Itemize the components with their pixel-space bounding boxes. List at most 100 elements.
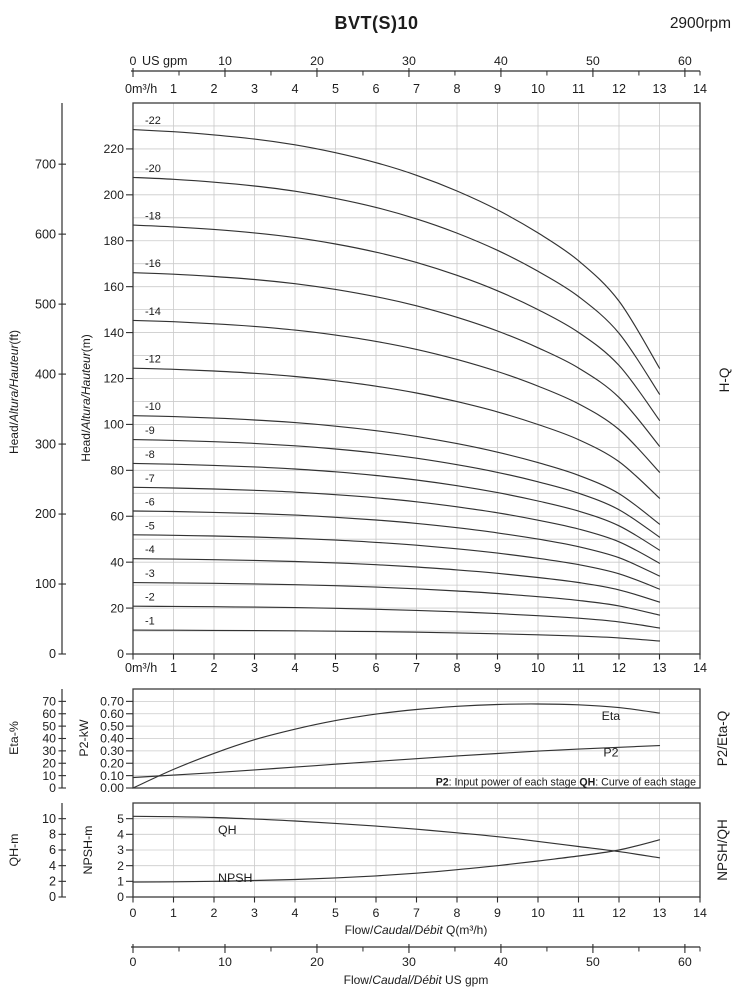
gpm-unit-label: US gpm: [142, 54, 188, 68]
label-segment: Flow/: [345, 923, 374, 937]
flow-m3h-axis-label: Flow/Caudal/Débit Q(m³/h): [345, 923, 488, 937]
eta-tick-label: 30: [42, 744, 56, 758]
curve-npsh: [132, 839, 661, 883]
stage-curve-label: -10: [145, 401, 161, 413]
m3h-top-tick-label: 2: [210, 82, 217, 96]
qh-axis-label: QH-m: [7, 833, 21, 866]
stage-curve-label: -5: [145, 520, 155, 532]
stage-curve-label: -7: [145, 473, 155, 485]
npsh-tick-label: 5: [117, 812, 124, 826]
flow-m3h-tick-label: 11: [572, 906, 585, 920]
label-segment: Head/: [7, 421, 21, 454]
p2-tick-label: 0.40: [100, 732, 124, 746]
stage-curve-label: -20: [145, 163, 161, 175]
side-label-p2-eta: P2/Eta-Q: [715, 711, 730, 767]
label-segment: Caudal/Débit: [372, 973, 442, 987]
stage-note: P2: Input power of each stage QH: Curve …: [436, 777, 696, 789]
label-segment: Caudal/Débit: [373, 923, 443, 937]
stage-curve: [132, 605, 661, 629]
m3h-bottom-tick-label: 3: [251, 661, 258, 675]
gpm-top-axis-tick-label: 30: [402, 54, 416, 68]
head-ft-tick-label: 200: [35, 507, 56, 521]
p2-tick-label: 0.30: [100, 744, 124, 758]
stage-curve-label: -3: [145, 568, 155, 580]
gpm-top-axis-tick-label: 50: [586, 54, 600, 68]
eta-axis-label: Eta-%: [7, 721, 21, 755]
gpm-bottom-axis-tick-label: 40: [494, 955, 508, 969]
flow-m3h-tick-label: 1: [170, 906, 177, 920]
npsh-tick-label: 0: [117, 890, 124, 904]
stage-curve: [132, 462, 661, 551]
stage-curve-label: -18: [145, 211, 161, 223]
label-segment: (ft): [7, 330, 21, 345]
head-m-axis-label: Head/Altura/Hauteur(m): [79, 334, 93, 461]
flow-gpm-axis-label: Flow/Caudal/Débit US gpm: [344, 973, 489, 987]
label-segment: Flow/: [344, 973, 373, 987]
stage-curve: [132, 439, 661, 538]
stage-curve: [132, 558, 661, 603]
m3h-bottom-tick-label: 1: [170, 661, 177, 675]
m3h-top-tick-label: 5: [332, 82, 339, 96]
stage-curve-label: -4: [145, 544, 155, 556]
stage-curve: [132, 415, 661, 525]
flow-m3h-tick-label: 9: [494, 906, 501, 920]
gpm-top-axis-tick-label: 40: [494, 54, 508, 68]
eta-tick-label: 50: [42, 719, 56, 733]
gpm-top-axis-tick-label: 0: [130, 54, 137, 68]
head-ft-tick-label: 0: [49, 647, 56, 661]
flow-m3h-tick-label: 3: [251, 906, 258, 920]
label-segment: Altura/Hauteur: [79, 351, 93, 430]
head-m-tick-label: 0: [117, 647, 124, 661]
page-title: BVT(S)10: [334, 13, 419, 33]
stage-curve-label: -6: [145, 496, 155, 508]
qh-tick-label: 2: [49, 875, 56, 889]
curve-label-qh: QH: [218, 823, 237, 837]
curve-p2: [132, 745, 661, 779]
m3h-bottom-tick-label: 4: [291, 661, 298, 675]
p2-axis-label: P2-kW: [77, 719, 91, 756]
m3h-top-tick-label: 13: [652, 82, 666, 96]
label-segment: QH: [579, 777, 595, 789]
flow-m3h-tick-label: 7: [413, 906, 420, 920]
head-ft-tick-label: 100: [35, 577, 56, 591]
npsh-tick-label: 1: [117, 875, 124, 889]
p2-tick-label: 0.60: [100, 707, 124, 721]
gpm-top-axis-tick-label: 60: [678, 54, 692, 68]
stage-curve-label: -16: [145, 258, 161, 270]
stage-curve: [132, 129, 661, 369]
m3h-top-tick-label: 11: [572, 82, 585, 96]
eta-tick-label: 60: [42, 707, 56, 721]
flow-m3h-tick-label: 12: [612, 906, 626, 920]
head-ft-tick-label: 300: [35, 437, 56, 451]
flow-m3h-tick-label: 2: [211, 906, 218, 920]
head-m-tick-label: 20: [110, 601, 124, 615]
head-m-tick-label: 120: [103, 372, 124, 386]
npsh-axis-label: NPSH-m: [81, 826, 95, 875]
stage-curve: [132, 629, 661, 642]
label-segment: Head/: [79, 429, 93, 462]
m3h-bottom-prefix: 0m³/h: [125, 661, 157, 675]
head-m-tick-label: 60: [110, 509, 124, 523]
stage-curve: [132, 534, 661, 590]
eta-tick-label: 70: [42, 695, 56, 709]
gpm-bottom-axis-tick-label: 10: [218, 955, 232, 969]
stage-curve: [132, 486, 661, 564]
curve-label-eta: Eta: [602, 709, 621, 723]
side-label-npsh-qh: NPSH/QH: [715, 819, 730, 881]
m3h-bottom-tick-label: 13: [652, 661, 666, 675]
label-segment: Altura/Hauteur: [7, 344, 21, 423]
flow-m3h-tick-label: 13: [653, 906, 667, 920]
m3h-top-tick-label: 7: [413, 82, 420, 96]
label-segment: P2: [436, 777, 449, 789]
stage-curve: [132, 224, 661, 421]
side-label-hq: H-Q: [717, 368, 732, 393]
flow-m3h-tick-label: 14: [693, 906, 707, 920]
m3h-top-tick-label: 4: [291, 82, 298, 96]
head-m-tick-label: 80: [110, 464, 124, 478]
stage-curve: [132, 176, 661, 395]
head-ft-tick-label: 500: [35, 297, 56, 311]
stage-curve-label: -9: [145, 425, 155, 437]
gpm-bottom-axis-tick-label: 30: [402, 955, 416, 969]
